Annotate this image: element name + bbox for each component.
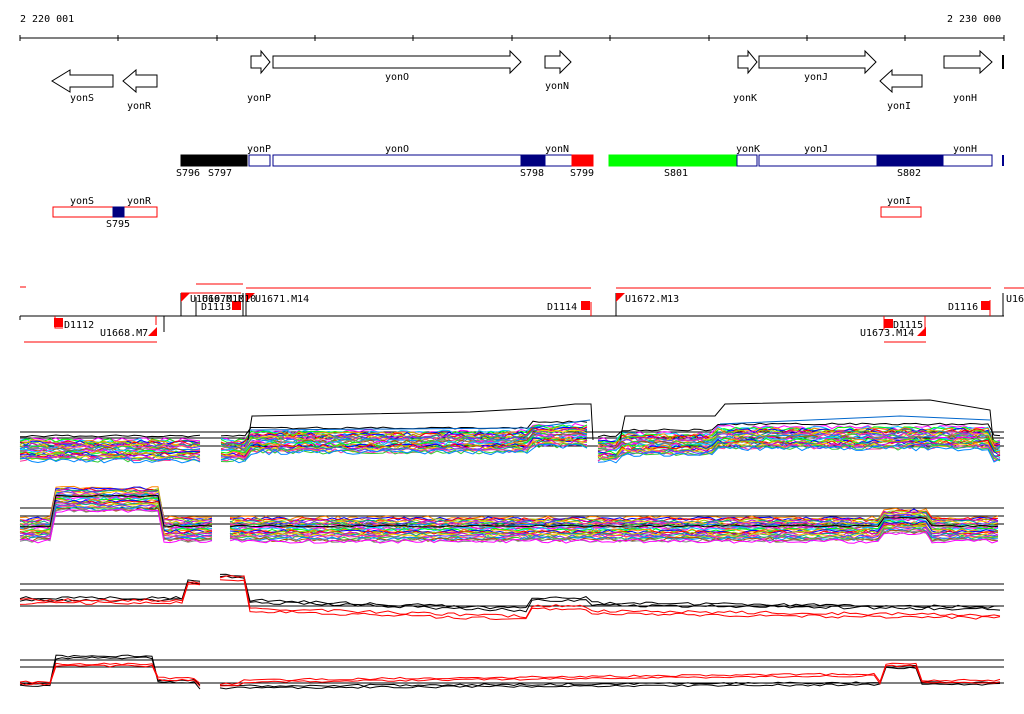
segment-label-S796: S796	[176, 168, 200, 179]
tu-label-D1113: D1113	[201, 302, 231, 313]
gene-yonR[interactable]: yonR	[122, 68, 158, 112]
tu-label-U1673: U1673.M14	[860, 328, 914, 339]
segbar-label-yonK: yonK	[736, 144, 760, 155]
gene-box-yonH[interactable]	[942, 154, 993, 167]
segbar-label-yonP: yonP	[247, 144, 271, 155]
segbar-label-yonH: yonH	[953, 144, 977, 155]
segment-label-S795: S795	[106, 219, 130, 230]
gene-label-yonK: yonK	[733, 93, 757, 104]
tu-marker-red	[884, 319, 893, 328]
gene-arrow-track: yonS yonR yonP yonO yonN yonK yonJ yonI	[51, 49, 1004, 112]
gene-box-yonK[interactable]	[736, 154, 758, 167]
expression-profile-panel-2	[19, 485, 1004, 544]
tu-flag-red	[246, 293, 255, 302]
segbar-label-yonN: yonN	[545, 144, 569, 155]
tu-label-D1112: D1112	[64, 320, 94, 331]
gene-label-yonS: yonS	[70, 93, 94, 104]
gene-label-yonR: yonR	[127, 101, 152, 112]
segbar-label-yonJ: yonJ	[804, 144, 828, 155]
tu-label-U1668: U1668.M7	[100, 328, 148, 339]
gene-yonI[interactable]: yonI	[879, 68, 923, 112]
gene-yonJ[interactable]: yonJ	[758, 49, 877, 83]
gene-box-yonS-yonR[interactable]	[52, 206, 158, 218]
tu-label-D1115: D1115	[893, 320, 923, 331]
gene-yonN[interactable]: yonN	[544, 49, 572, 92]
segment-track-minus: yonS yonR yonI S795	[52, 196, 922, 230]
gene-box-edge	[1002, 155, 1004, 166]
segbar-label-yonO: yonO	[385, 144, 409, 155]
segment-label-S802: S802	[897, 168, 921, 179]
gene-edge-marker	[1002, 55, 1004, 69]
tu-label-U1670: U1670.M10	[202, 294, 256, 305]
segment-S798[interactable]	[520, 154, 546, 167]
gene-box-yonN[interactable]	[544, 154, 573, 167]
segment-label-S797: S797	[208, 168, 232, 179]
tu-label-D1116: D1116	[948, 302, 978, 313]
segment-S795[interactable]	[112, 206, 125, 218]
ruler-end-label: 2 230 000	[947, 14, 1001, 25]
segbar-label-yonR: yonR	[127, 196, 152, 207]
tu-marker-red	[581, 301, 590, 310]
tu-label-U1669: U1669.M10	[190, 294, 244, 305]
gene-label-yonO: yonO	[385, 72, 409, 83]
tu-marker-red	[981, 301, 990, 310]
segment-label-S798: S798	[520, 168, 544, 179]
gene-box-yonO[interactable]	[272, 154, 522, 167]
gene-label-yonH: yonH	[953, 93, 977, 104]
tu-label-U16: U16	[1006, 294, 1024, 305]
segment-label-S801: S801	[664, 168, 688, 179]
tu-flag-red	[917, 327, 926, 336]
segbar-label-yonS: yonS	[70, 196, 94, 207]
tu-label-U1672: U1672.M13	[625, 294, 679, 305]
segment-S801[interactable]	[608, 154, 738, 167]
gene-label-yonP: yonP	[247, 93, 271, 104]
gene-label-yonI: yonI	[887, 101, 911, 112]
gene-box-yonJ[interactable]	[758, 154, 878, 167]
expression-profile-panel-4	[19, 654, 1004, 690]
expression-profile-panel-3	[19, 573, 1004, 621]
gene-box-yonP[interactable]	[248, 154, 271, 167]
gene-yonS[interactable]: yonS	[51, 69, 114, 104]
segment-S796-S797[interactable]	[180, 154, 248, 167]
tu-flag-red	[148, 327, 157, 336]
tu-label-U1671: U1671.M14	[255, 294, 309, 305]
tu-label-D1114: D1114	[547, 302, 577, 313]
gene-label-yonJ: yonJ	[804, 72, 828, 83]
segment-S799[interactable]	[571, 154, 594, 167]
segbar-label-yonI: yonI	[887, 196, 911, 207]
tu-flag-red	[616, 293, 625, 302]
tu-marker-red	[54, 318, 63, 327]
ruler-start-label: 2 220 001	[20, 14, 74, 25]
tu-flag-red	[181, 293, 190, 302]
gene-yonK[interactable]: yonK	[733, 49, 758, 104]
gene-box-yonI[interactable]	[880, 206, 922, 218]
coordinate-ruler: 2 220 001 2 230 000	[19, 14, 1005, 41]
gene-label-yonN: yonN	[545, 81, 569, 92]
transcription-unit-track: U1669.M10 U1670.M10 U1671.M14 U1672.M13 …	[19, 283, 1024, 343]
segment-track-plus: yonP yonO yonN yonK yonJ yonH S796 S797 …	[176, 144, 1004, 179]
expression-profile-panel-1	[19, 399, 1004, 464]
tu-marker-red	[232, 301, 241, 310]
gene-yonO[interactable]: yonO	[272, 49, 522, 83]
gene-yonH[interactable]: yonH	[943, 49, 993, 104]
segment-label-S799: S799	[570, 168, 594, 179]
segment-S802[interactable]	[876, 154, 944, 167]
gene-yonP[interactable]: yonP	[247, 49, 271, 104]
